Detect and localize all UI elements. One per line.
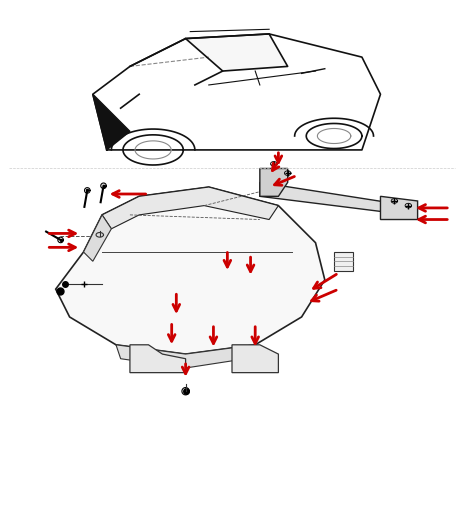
- Polygon shape: [333, 252, 352, 271]
- Polygon shape: [259, 183, 407, 216]
- Polygon shape: [93, 95, 130, 150]
- Polygon shape: [83, 216, 111, 262]
- Polygon shape: [102, 188, 278, 229]
- Polygon shape: [116, 345, 255, 368]
- Polygon shape: [380, 197, 417, 220]
- Polygon shape: [232, 345, 278, 373]
- Polygon shape: [185, 35, 287, 72]
- Polygon shape: [56, 188, 324, 355]
- Polygon shape: [130, 345, 185, 373]
- Polygon shape: [259, 169, 287, 197]
